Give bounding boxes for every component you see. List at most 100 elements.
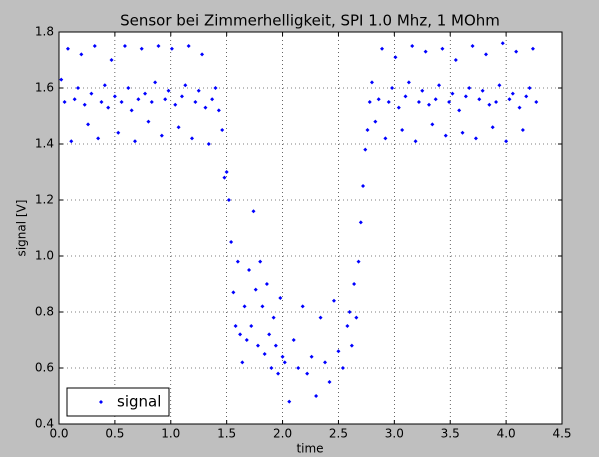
scatter-point [136, 97, 141, 102]
scatter-point [520, 128, 525, 132]
x-tick-label: 4.0 [497, 427, 516, 441]
scatter-point [183, 83, 188, 88]
x-tick-label: 3.5 [441, 427, 460, 441]
scatter-point [76, 86, 81, 90]
y-tick-label: 0.8 [35, 305, 54, 319]
scatter-point [244, 338, 249, 342]
scatter-point [226, 198, 231, 202]
scatter-point [86, 122, 91, 127]
scatter-point [510, 91, 515, 96]
scatter-point [345, 324, 350, 328]
x-tick-label: 0.0 [49, 427, 68, 441]
scatter-point [176, 125, 181, 130]
plot-area [59, 32, 562, 424]
scatter-point [463, 94, 468, 99]
y-axis-label: signal [V] [15, 200, 29, 257]
scatter-point [200, 52, 205, 57]
scatter-point [507, 97, 512, 102]
scatter-point [530, 46, 535, 51]
scatter-point [490, 125, 495, 130]
scatter-point [305, 371, 310, 376]
plot-frame [58, 31, 563, 425]
scatter-point [260, 304, 265, 309]
scatter-point [487, 102, 492, 107]
scatter-point [220, 128, 225, 132]
scatter-point [430, 122, 435, 127]
scatter-point [358, 220, 363, 225]
scatter-point [133, 139, 138, 144]
scatter-point [426, 102, 431, 107]
scatter-point [271, 315, 276, 320]
scatter-point [280, 354, 285, 359]
scatter-point [126, 86, 131, 90]
scatter-point [159, 133, 164, 138]
scatter-point [231, 290, 236, 295]
scatter-point [203, 105, 208, 110]
scatter-point [447, 100, 452, 104]
scatter-point [291, 338, 296, 342]
scatter-point [92, 44, 97, 48]
scatter-point [242, 304, 247, 309]
scatter-point [400, 128, 405, 132]
x-tick-label: 0.5 [105, 427, 124, 441]
legend-marker [99, 400, 103, 404]
scatter-point [267, 332, 272, 337]
scatter-point [349, 343, 354, 348]
scatter-point [340, 366, 345, 370]
scatter-point [224, 170, 229, 174]
scatter-point [169, 46, 174, 51]
scatter-point [179, 94, 184, 99]
scatter-point [264, 282, 269, 286]
scatter-point [314, 394, 319, 398]
scatter-point [483, 52, 488, 57]
scatter-point [186, 44, 191, 48]
scatter-point [470, 44, 475, 48]
scatter-point [269, 366, 274, 370]
scatter-point [276, 371, 281, 376]
x-tick-label: 3.0 [385, 427, 404, 441]
scatter-point [494, 100, 499, 104]
x-tick-label: 1.5 [217, 427, 236, 441]
scatter-point [352, 282, 357, 286]
legend-box [66, 387, 170, 417]
scatter-point [309, 354, 314, 359]
scatter-point [99, 100, 104, 104]
scatter-point [146, 119, 151, 124]
scatter-point [119, 100, 124, 104]
scatter-point [500, 41, 505, 46]
scatter-point [240, 360, 245, 365]
scatter-point [247, 268, 252, 272]
scatter-point [106, 105, 111, 110]
scatter-point [258, 259, 263, 264]
scatter-point [527, 86, 532, 90]
scatter-point [153, 80, 158, 85]
scatter-point [467, 86, 472, 90]
scatter-point [413, 139, 418, 144]
scatter-point [278, 296, 283, 300]
scatter-point [300, 304, 305, 309]
scatter-point [143, 91, 148, 96]
scatter-point [367, 100, 372, 104]
y-tick-label: 1.4 [35, 137, 54, 151]
scatter-point [69, 139, 74, 144]
scatter-point [156, 44, 161, 48]
x-tick-label: 4.5 [552, 427, 571, 441]
scatter-point [112, 94, 117, 99]
scatter-point [453, 58, 458, 62]
scatter-point [206, 142, 211, 146]
scatter-point [331, 298, 336, 303]
scatter-point [443, 133, 448, 138]
scatter-point [450, 91, 455, 96]
scatter-point [369, 80, 374, 85]
scatter-point [534, 100, 539, 104]
scatter-point [354, 315, 359, 320]
scatter-point [440, 46, 445, 51]
scatter-point [166, 88, 171, 93]
scatter-point [410, 44, 415, 48]
scatter-point [347, 310, 352, 314]
scatter-point [323, 360, 328, 365]
y-tick-label: 0.6 [35, 361, 54, 375]
scatter-point [361, 184, 366, 188]
scatter-point [282, 360, 287, 365]
scatter-point [403, 94, 408, 99]
